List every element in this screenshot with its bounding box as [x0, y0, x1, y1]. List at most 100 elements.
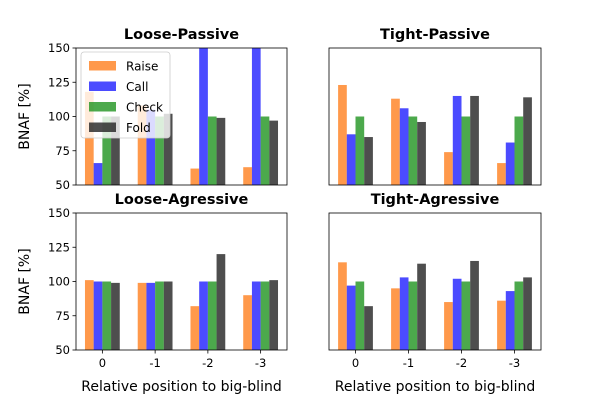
subplot-title: Tight-Agressive: [371, 192, 500, 208]
bar-raise-1: [391, 98, 400, 185]
bar-check-3: [514, 281, 524, 350]
bar-fold-2: [470, 95, 479, 185]
bar-call-2: [199, 281, 208, 350]
bar-fold-1: [417, 121, 426, 185]
legend-swatch-raise: [89, 61, 116, 71]
bar-raise-3: [243, 167, 252, 185]
bar-check-1: [155, 281, 164, 350]
bar-call-2: [452, 95, 462, 185]
bar-fold-3: [523, 277, 532, 350]
subplot-1: Loose-Passive 50 75 100 125 150 BNAF [%] Raise C…: [17, 27, 288, 192]
bar-raise-0: [338, 84, 347, 185]
y-tick-label: 125: [48, 240, 70, 254]
bar-raise-1: [137, 105, 147, 185]
bar-check-3: [260, 116, 270, 185]
bars: [84, 254, 279, 350]
bar-call-2: [452, 278, 462, 350]
x-tick-label: -3: [509, 356, 520, 370]
bar-raise-3: [243, 295, 252, 350]
x-tick-label: 0: [352, 356, 359, 370]
bar-call-3: [251, 48, 261, 185]
bar-check-2: [207, 281, 217, 350]
y-tick-label: 100: [48, 110, 70, 124]
bar-fold-0: [364, 137, 373, 185]
bar-call-3: [251, 281, 261, 350]
x-tick-label: -2: [456, 356, 467, 370]
bar-fold-1: [417, 263, 426, 350]
bar-call-0: [93, 281, 103, 350]
bar-raise-2: [190, 306, 200, 350]
y-tick-label: 125: [48, 75, 70, 89]
bar-raise-3: [497, 163, 506, 185]
bar-check-1: [155, 116, 164, 185]
bars: [338, 260, 532, 350]
bar-raise-1: [391, 288, 400, 350]
bar-raise-2: [444, 302, 453, 350]
y-tick-label: 50: [55, 178, 70, 192]
bar-call-0: [93, 163, 103, 185]
bar-fold-1: [163, 281, 173, 350]
subplot-2: Tight-Passive: [328, 27, 542, 186]
bar-check-1: [408, 116, 418, 185]
bar-fold-2: [470, 260, 479, 350]
bar-check-2: [207, 116, 217, 185]
bar-check-1: [408, 281, 418, 350]
bar-call-3: [505, 291, 515, 350]
x-tick-label: -1: [403, 356, 414, 370]
legend-swatch-check: [89, 102, 116, 112]
bar-call-1: [399, 108, 409, 185]
subplot-title: Tight-Passive: [380, 27, 490, 43]
bar-call-3: [505, 142, 515, 185]
y-tick-label: 50: [55, 343, 70, 357]
legend-box: [80, 51, 171, 139]
bar-fold-3: [269, 120, 279, 185]
legend-label-call: Call: [126, 80, 148, 94]
bar-call-1: [399, 277, 409, 350]
bar-raise-2: [444, 152, 453, 185]
bar-call-1: [146, 109, 156, 185]
legend-swatch-call: [89, 81, 116, 91]
bar-check-0: [355, 116, 365, 185]
y-tick-label: 75: [55, 144, 70, 158]
y-axis-label: BNAF [%]: [17, 83, 33, 149]
bar-call-0: [346, 285, 356, 350]
bar-call-0: [346, 134, 356, 185]
bars: [338, 84, 532, 185]
bar-check-2: [461, 116, 471, 185]
bar-fold-3: [269, 280, 279, 350]
axes-frame: [328, 47, 542, 186]
y-tick-label: 150: [48, 206, 70, 220]
y-tick-label: 100: [48, 275, 70, 289]
subplot-3: Loose-Agressive 50 75 100 125 150 BNAF [%] 0 -1 -…: [17, 192, 288, 395]
bar-fold-2: [216, 254, 226, 350]
bar-call-2: [199, 48, 208, 185]
bar-check-3: [260, 281, 270, 350]
bar-raise-1: [137, 282, 147, 350]
y-tick-label: 150: [48, 41, 70, 55]
y-axis-label: BNAF [%]: [17, 248, 33, 314]
legend-label-check: Check: [126, 101, 163, 115]
x-tick-label: -3: [255, 356, 266, 370]
subplot-title: Loose-Agressive: [115, 192, 249, 208]
bar-check-0: [102, 116, 112, 185]
bar-raise-0: [84, 280, 94, 350]
bars: [84, 48, 279, 185]
legend: Raise Call Check Fold: [80, 51, 171, 139]
bar-check-3: [514, 116, 524, 185]
legend-label-raise: Raise: [126, 60, 158, 74]
bar-check-2: [461, 281, 471, 350]
bar-raise-0: [84, 91, 94, 185]
x-tick-label: 0: [99, 356, 106, 370]
bar-fold-0: [364, 306, 373, 350]
x-axis-label: Relative position to big-blind: [81, 379, 281, 395]
axes-frame: [328, 212, 542, 351]
x-tick-label: -1: [149, 356, 160, 370]
bar-check-0: [102, 281, 112, 350]
bar-call-1: [146, 282, 156, 350]
bar-fold-3: [523, 97, 532, 185]
bar-raise-2: [190, 168, 200, 185]
x-tick-label: -2: [202, 356, 213, 370]
bar-check-0: [355, 281, 365, 350]
bar-fold-2: [216, 117, 226, 185]
